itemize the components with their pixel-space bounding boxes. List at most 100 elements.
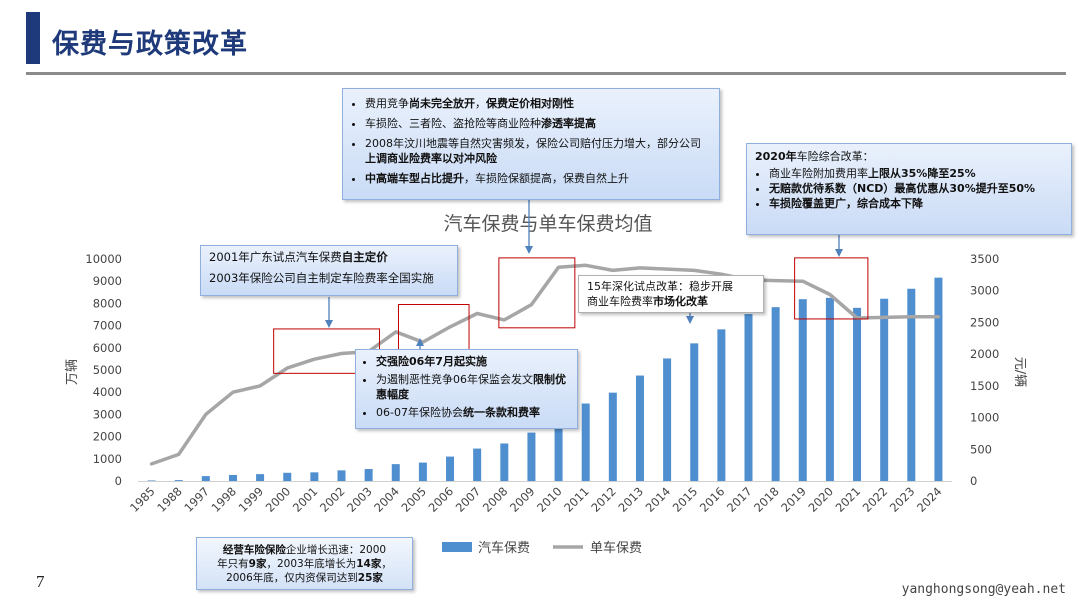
- y2-tick-label: 1000: [970, 411, 999, 425]
- y-tick-label: 4000: [93, 385, 122, 399]
- callout-item: 中高端车型占比提升，车损险保额提高，保费自然上升: [365, 171, 709, 186]
- y2-tick-label: 3000: [970, 284, 999, 298]
- y-tick-label: 0: [115, 474, 122, 488]
- x-tick-label: 2016: [697, 484, 728, 515]
- x-tick-label: 1985: [127, 484, 158, 515]
- x-tick-label: 2008: [480, 484, 511, 515]
- x-tick-label: 2019: [778, 484, 809, 515]
- x-tick-label: 2003: [344, 484, 375, 515]
- callout-item: 2008年汶川地震等自然灾害频发，保险公司赔付压力增大，部分公司上调商业险费率以…: [365, 136, 709, 166]
- callout-item: 费用竞争尚未完全放开，保费定价相对刚性: [365, 96, 709, 111]
- x-tick-label: 2015: [670, 484, 701, 515]
- title-divider: [26, 72, 1066, 75]
- legend-label: 单车保费: [590, 540, 642, 556]
- y-tick-label: 7000: [93, 319, 122, 333]
- legend-label: 汽车保费: [478, 540, 530, 556]
- x-tick-label: 2022: [860, 484, 891, 515]
- x-tick-label: 2024: [914, 484, 945, 515]
- callout-line: 2001年广东试点汽车保费自主定价: [209, 250, 388, 264]
- y2-axis-label: 元/辆: [1012, 357, 1027, 387]
- author-email: yanghongsong@yeah.net: [901, 582, 1066, 597]
- y-tick-label: 10000: [85, 252, 122, 266]
- y-tick-label: 6000: [93, 341, 122, 355]
- highlight-box: [397, 304, 470, 351]
- x-tick-label: 2004: [371, 484, 402, 515]
- bar: [283, 472, 292, 481]
- x-tick-label: 2021: [833, 484, 864, 515]
- arrow-head: [325, 320, 333, 328]
- x-tick-label: 2002: [317, 484, 348, 515]
- bar: [825, 297, 834, 481]
- x-tick-label: 1988: [154, 484, 185, 515]
- y2-tick-label: 3500: [970, 252, 999, 266]
- x-tick-label: 2011: [561, 484, 592, 515]
- bar: [500, 443, 509, 481]
- arrow-head: [835, 249, 843, 257]
- callout-line: 商业车险费率市场化改革: [587, 295, 708, 308]
- callout-2015-reform: 15年深化试点改革：稳步开展 商业车险费率市场化改革: [578, 275, 764, 313]
- page-number: 7: [36, 572, 45, 591]
- bar: [147, 480, 156, 481]
- bar: [364, 469, 373, 481]
- bar: [853, 307, 862, 481]
- x-tick-label: 2010: [534, 484, 565, 515]
- arrow-head: [416, 338, 424, 346]
- bar: [310, 472, 319, 481]
- y2-tick-label: 1500: [970, 379, 999, 393]
- y-tick-label: 5000: [93, 363, 122, 377]
- x-tick-label: 2013: [615, 484, 646, 515]
- x-tick-label: 2012: [588, 484, 619, 515]
- callout-item: 为遏制恶性竞争06年保监会发文限制优惠幅度: [376, 372, 569, 402]
- bar: [446, 456, 455, 481]
- y-tick-label: 9000: [93, 274, 122, 288]
- y2-tick-label: 500: [970, 442, 992, 456]
- y2-tick-label: 2000: [970, 347, 999, 361]
- y-axis-label: 万辆: [65, 359, 80, 385]
- highlight-box: [498, 257, 576, 329]
- bar: [337, 470, 346, 481]
- callout-item: 商业车险附加费用率上限从35%降至25%: [769, 166, 1061, 181]
- callout-pricing-rigidity: 费用竞争尚未完全放开，保费定价相对刚性 车损险、三者险、盗抢险等商业险种渗透率提…: [342, 88, 720, 200]
- callout-line: 经营车险保险企业增长迅速：2000: [222, 544, 387, 556]
- callout-insurer-count: 经营车险保险企业增长迅速：2000 年只有9家，2003年底增长为14家， 20…: [196, 537, 413, 590]
- y-tick-label: 3000: [93, 407, 122, 421]
- bar: [201, 476, 210, 481]
- x-tick-label: 1998: [208, 484, 239, 515]
- arrow-head: [686, 316, 694, 324]
- bar: [717, 329, 726, 481]
- bar: [527, 432, 536, 481]
- bar: [907, 288, 916, 481]
- x-tick-label: 2007: [453, 484, 484, 515]
- arrow-head: [525, 246, 533, 254]
- bar: [635, 375, 644, 481]
- y-tick-label: 1000: [93, 452, 122, 466]
- bar: [256, 474, 265, 481]
- bar: [744, 314, 753, 481]
- bar: [608, 392, 617, 481]
- callout-line: 年只有9家，2003年底增长为14家，: [217, 558, 392, 570]
- x-tick-label: 2005: [398, 484, 429, 515]
- callout-line: 2006年底，仅内资保司达到25家: [226, 572, 383, 584]
- x-tick-label: 2006: [426, 484, 457, 515]
- callout-line: 2003年保险公司自主制定车险费率全国实施: [209, 271, 434, 285]
- bar: [663, 358, 672, 481]
- series-line: [149, 263, 941, 466]
- y-tick-label: 8000: [93, 296, 122, 310]
- highlight-box: [794, 257, 869, 320]
- x-tick-label: 2017: [724, 484, 755, 515]
- chart-title: 汽车保费与单车保费均值: [443, 213, 652, 235]
- page-title: 保费与政策改革: [52, 29, 248, 60]
- bar: [880, 298, 889, 481]
- bar: [554, 419, 563, 481]
- y2-tick-label: 2500: [970, 315, 999, 329]
- bar: [934, 277, 943, 481]
- bar: [174, 480, 183, 481]
- title-accent-bar: [26, 12, 40, 64]
- x-tick-label: 2023: [887, 484, 918, 515]
- bar: [798, 299, 807, 481]
- callout-2001-guangdong: 2001年广东试点汽车保费自主定价 2003年保险公司自主制定车险费率全国实施: [200, 245, 458, 296]
- y2-tick-label: 0: [970, 474, 977, 488]
- callout-item: 06-07年保险协会统一条款和费率: [376, 405, 569, 420]
- bar: [473, 448, 482, 481]
